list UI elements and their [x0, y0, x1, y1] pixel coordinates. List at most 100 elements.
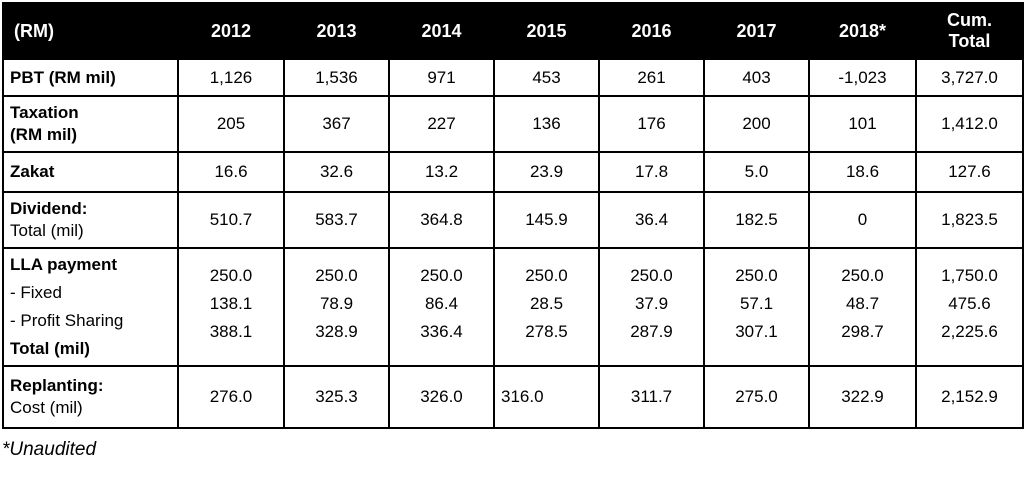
- cum-header-line1: Cum.: [947, 10, 992, 30]
- table-cell: 205: [177, 95, 285, 153]
- lla-total-value: 287.9: [630, 322, 673, 341]
- table-row-zakat: Zakat 16.6 32.6 13.2 23.9 17.8 5.0 18.6 …: [2, 151, 1024, 193]
- lla-profit-value: 86.4: [424, 294, 459, 313]
- lla-fixed-value: 250.0: [525, 266, 568, 285]
- table-cell: 101: [808, 95, 917, 153]
- year-header: 2018*: [808, 2, 917, 60]
- year-header: 2012: [177, 2, 285, 60]
- year-header: 2013: [283, 2, 390, 60]
- cum-header-line2: Total: [948, 31, 991, 51]
- table-cell: 23.9: [493, 151, 600, 193]
- row-label-line: LLA payment: [10, 255, 118, 274]
- table-cell: 261: [598, 58, 705, 97]
- table-cell: 32.6: [283, 151, 390, 193]
- table-cell: 17.8: [598, 151, 705, 193]
- table-cell: 250.0 78.9 328.9: [283, 247, 390, 367]
- table-cell: 250.0 57.1 307.1: [703, 247, 810, 367]
- table-cell: 250.0 37.9 287.9: [598, 247, 705, 367]
- lla-profit-value: 28.5: [529, 294, 564, 313]
- lla-profit-value: 48.7: [845, 294, 880, 313]
- row-label: PBT (RM mil): [2, 58, 179, 97]
- table-cell: 13.2: [388, 151, 495, 193]
- row-label: Taxation (RM mil): [2, 95, 179, 153]
- table-cell: 1,750.0 475.6 2,225.6: [915, 247, 1024, 367]
- lla-fixed-value: 250.0: [841, 266, 884, 285]
- table-cell: 1,126: [177, 58, 285, 97]
- table-cell: 1,412.0: [915, 95, 1024, 153]
- table-cell: 176: [598, 95, 705, 153]
- table-cell: 136: [493, 95, 600, 153]
- lla-profit-value: 78.9: [319, 294, 354, 313]
- footnote: *Unaudited: [2, 439, 97, 460]
- lla-fixed-value: 250.0: [420, 266, 463, 285]
- table-cell: 403: [703, 58, 810, 97]
- table-cell: 510.7: [177, 191, 285, 249]
- cum-total-header: Cum. Total: [915, 2, 1024, 60]
- row-label-line: (RM mil): [10, 125, 78, 144]
- table-cell: 364.8: [388, 191, 495, 249]
- table-cell: 316.0: [493, 365, 600, 429]
- table-cell: 1,823.5: [915, 191, 1024, 249]
- row-label-line: Dividend:: [10, 199, 88, 218]
- table-row-dividend: Dividend: Total (mil) 510.7 583.7 364.8 …: [2, 191, 1024, 249]
- table-cell: 325.3: [283, 365, 390, 429]
- table-cell: 127.6: [915, 151, 1024, 193]
- table-cell: 0: [808, 191, 917, 249]
- table-cell: 182.5: [703, 191, 810, 249]
- row-label-line: Cost (mil): [10, 398, 83, 417]
- lla-profit-value: 475.6: [948, 294, 991, 313]
- table-cell: 275.0: [703, 365, 810, 429]
- table-cell: 276.0: [177, 365, 285, 429]
- table-cell: 322.9: [808, 365, 917, 429]
- lla-fixed-value: 250.0: [209, 266, 253, 285]
- row-label-line: Taxation: [10, 103, 79, 122]
- table-cell: 16.6: [177, 151, 285, 193]
- table-cell: 367: [283, 95, 390, 153]
- table-cell: 36.4: [598, 191, 705, 249]
- row-label-line: Replanting:: [10, 376, 104, 395]
- table-cell: -1,023: [808, 58, 917, 97]
- lla-total-value: 336.4: [420, 322, 463, 341]
- table-cell: 227: [388, 95, 495, 153]
- year-header: 2017: [703, 2, 810, 60]
- financial-table: (RM) 2012 2013 2014 2015 2016 2017 2018*…: [2, 2, 1024, 429]
- lla-total-value: 328.9: [315, 322, 358, 341]
- lla-total-value: 2,225.6: [941, 322, 998, 341]
- table-row-taxation: Taxation (RM mil) 205 367 227 136 176 20…: [2, 95, 1024, 153]
- table-cell: 326.0: [388, 365, 495, 429]
- table-cell: 200: [703, 95, 810, 153]
- unit-header: (RM): [2, 2, 179, 60]
- table-cell: 1,536: [283, 58, 390, 97]
- row-label: Zakat: [2, 151, 179, 193]
- year-header: 2015: [493, 2, 600, 60]
- year-header: 2014: [388, 2, 495, 60]
- row-label-line: - Fixed: [10, 283, 62, 302]
- lla-total-value: 298.7: [841, 322, 884, 341]
- lla-profit-value: 57.1: [739, 294, 774, 313]
- table-cell: 18.6: [808, 151, 917, 193]
- table-cell: 145.9: [493, 191, 600, 249]
- table-cell: 250.0 28.5 278.5: [493, 247, 600, 367]
- row-label-line: - Profit Sharing: [10, 311, 124, 330]
- lla-profit-value: 138.1: [209, 294, 253, 313]
- row-label: Dividend: Total (mil): [2, 191, 179, 249]
- table-cell: 3,727.0: [915, 58, 1024, 97]
- table-cell: 250.0 86.4 336.4: [388, 247, 495, 367]
- table-row-replanting: Replanting: Cost (mil) 276.0 325.3 326.0…: [2, 365, 1024, 429]
- table-row-pbt: PBT (RM mil) 1,126 1,536 971 453 261 403…: [2, 58, 1024, 97]
- table-cell: 311.7: [598, 365, 705, 429]
- year-header: 2016: [598, 2, 705, 60]
- table-row-lla-payment: LLA payment - Fixed - Profit Sharing Tot…: [2, 247, 1024, 367]
- lla-fixed-value: 250.0: [630, 266, 673, 285]
- table-cell: 2,152.9: [915, 365, 1024, 429]
- lla-fixed-value: 250.0: [315, 266, 358, 285]
- table-cell: 971: [388, 58, 495, 97]
- table-cell: 583.7: [283, 191, 390, 249]
- lla-total-value: 307.1: [735, 322, 778, 341]
- table-cell: 250.0 48.7 298.7: [808, 247, 917, 367]
- row-label-line: Total (mil): [10, 339, 90, 358]
- row-label-line: Total (mil): [10, 221, 84, 240]
- table-cell: 453: [493, 58, 600, 97]
- row-label: LLA payment - Fixed - Profit Sharing Tot…: [2, 247, 179, 367]
- lla-total-value: 278.5: [525, 322, 568, 341]
